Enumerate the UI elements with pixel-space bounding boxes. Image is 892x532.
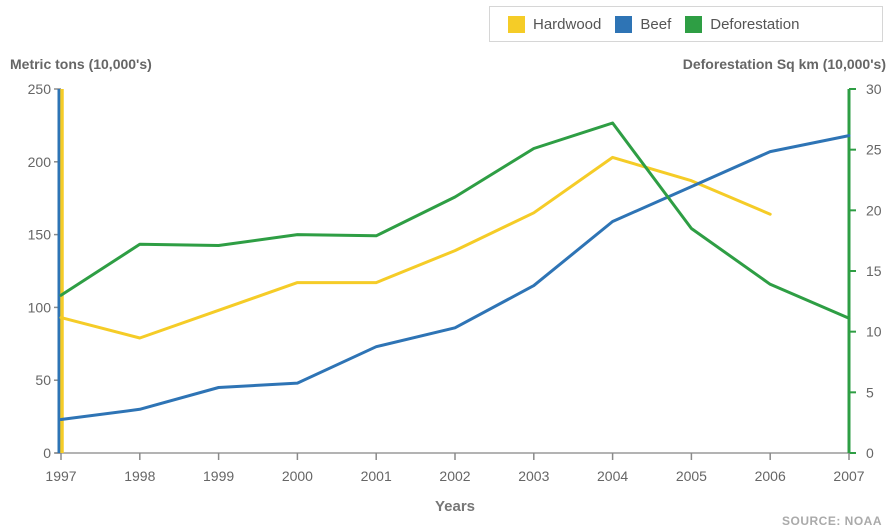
x-axis-tick-label: 2001 [361, 468, 392, 484]
x-axis-tick-label: 2000 [282, 468, 313, 484]
right-axis-tick-label: 0 [866, 445, 874, 461]
right-axis-tick-label: 25 [866, 142, 882, 158]
legend-label-beef: Beef [640, 15, 672, 33]
right-axis-tick-label: 30 [866, 81, 882, 97]
left-axis-tick-label: 100 [28, 299, 52, 315]
legend-label-hardwood: Hardwood [533, 15, 602, 33]
left-axis-tick-label: 150 [28, 227, 52, 243]
x-axis-tick-label: 2002 [439, 468, 470, 484]
legend-item-hardwood[interactable]: Hardwood [508, 15, 602, 33]
x-axis-tick-label: 2007 [833, 468, 864, 484]
left-axis-tick-label: 50 [35, 372, 51, 388]
x-axis-tick-label: 1997 [45, 468, 76, 484]
left-axis-tick-label: 200 [28, 154, 52, 170]
source-note: SOURCE: NOAA [781, 514, 882, 528]
legend-swatch-deforestation [685, 15, 703, 33]
right-axis-tick-label: 15 [866, 263, 882, 279]
left-axis-tick-label: 0 [43, 445, 51, 461]
legend-swatch-hardwood [508, 15, 525, 33]
legend-item-deforestation[interactable]: Deforestation [685, 15, 800, 33]
left-axis-title: Metric tons (10,000's) [10, 56, 152, 72]
x-axis-tick-label: 2006 [755, 468, 786, 484]
right-axis-tick-label: 5 [866, 384, 874, 400]
x-axis-tick-label: 2005 [676, 468, 707, 484]
legend-item-beef[interactable]: Beef [615, 15, 672, 33]
right-axis-tick-label: 10 [866, 324, 882, 340]
series-line-beef [59, 134, 851, 421]
legend-swatch-beef [615, 15, 633, 33]
series-line-deforestation [59, 121, 851, 320]
x-axis-tick-label: 2004 [597, 468, 628, 484]
legend-label-deforestation: Deforestation [710, 15, 800, 33]
x-axis-tick-label: 1999 [203, 468, 234, 484]
right-axis-tick-label: 20 [866, 202, 882, 218]
x-axis-tick-label: 2003 [518, 468, 549, 484]
right-axis-title: Deforestation Sq km (10,000's) [682, 56, 886, 72]
x-axis-title: Years [435, 498, 475, 515]
legend: Hardwood Beef Deforestation [489, 6, 883, 42]
x-axis-tick-label: 1998 [124, 468, 155, 484]
series-line-hardwood [59, 155, 772, 340]
left-axis-tick-label: 250 [28, 81, 52, 97]
